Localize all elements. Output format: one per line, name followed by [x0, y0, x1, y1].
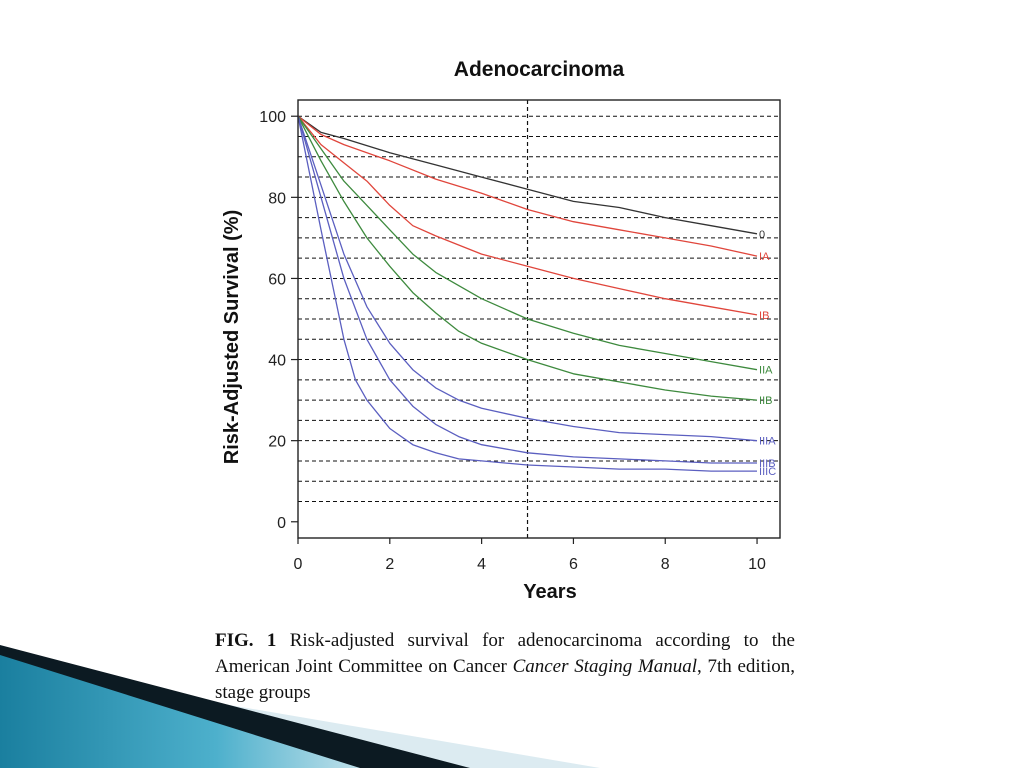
chart-title: Adenocarcinoma: [454, 58, 625, 81]
x-tick-label: 0: [294, 556, 303, 573]
plot-frame: [297, 99, 781, 539]
x-axis-label: Years: [523, 581, 576, 603]
series-lines: [297, 115, 758, 472]
y-tick-label: 100: [259, 109, 286, 126]
caption-italic: Cancer Staging Manual: [512, 656, 698, 677]
series-label: IIA: [759, 365, 773, 377]
series-label: IIIC: [759, 466, 776, 478]
grid-lines: [298, 115, 780, 502]
x-tick-label: 10: [748, 556, 766, 573]
x-tick-label: 2: [385, 556, 394, 573]
y-tick-label: 20: [268, 434, 286, 451]
series-line-ib: [297, 115, 758, 316]
series-label: IB: [759, 310, 769, 322]
teal-wedge: [0, 655, 360, 768]
y-tick-label: 0: [277, 515, 286, 532]
series-label: IA: [759, 251, 770, 263]
y-axis-label: Risk-Adjusted Survival (%): [221, 210, 243, 465]
caption-text-end: , 7th edition, stage groups: [215, 656, 795, 703]
x-tick-label: 4: [477, 556, 486, 573]
series-line-ia: [297, 115, 758, 257]
series-line-iib: [297, 115, 758, 401]
series-label: IIB: [759, 395, 772, 407]
series-line-iiib: [297, 116, 757, 464]
x-tick-label: 6: [569, 556, 578, 573]
x-tick-label: 8: [661, 556, 670, 573]
series-line-iia: [297, 115, 758, 371]
y-tick-label: 80: [268, 190, 286, 207]
x-axis-ticks: 0 2 4 6 8 10: [294, 538, 766, 573]
y-axis-ticks: 0 20 40 60 80 100: [259, 109, 298, 532]
caption-text: Risk-adjusted survival for adenocarcinom…: [215, 630, 795, 677]
series-label: IIIB: [759, 458, 776, 470]
series-label: 0: [759, 229, 765, 241]
y-tick-label: 40: [268, 353, 286, 370]
series-label: IIIA: [759, 436, 776, 448]
caption-fig-label: FIG. 1: [215, 630, 277, 651]
series-line-iiia: [297, 115, 758, 442]
y-tick-label: 60: [268, 271, 286, 288]
figure-caption: FIG. 1 Risk-adjusted survival for adenoc…: [215, 628, 795, 706]
series-line-0: [297, 115, 758, 235]
series-line-iiic: [297, 116, 757, 472]
